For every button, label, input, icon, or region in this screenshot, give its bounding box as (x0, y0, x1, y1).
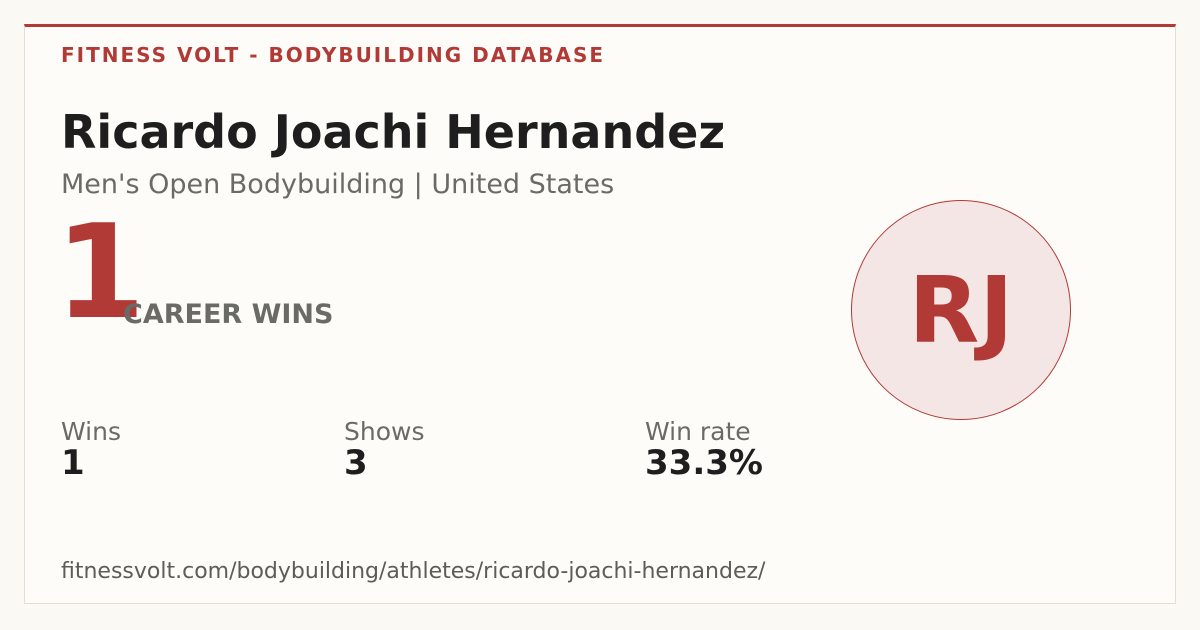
athlete-subtitle: Men's Open Bodybuilding | United States (61, 169, 615, 200)
career-wins-label: CAREER WINS (123, 299, 334, 330)
avatar: RJ (851, 200, 1071, 420)
card: FITNESS VOLT - BODYBUILDING DATABASE Ric… (24, 24, 1176, 604)
stat-value: 3 (344, 443, 368, 483)
stat-label: Shows (344, 417, 425, 446)
stat-value: 33.3% (645, 443, 763, 483)
stat-label: Win rate (645, 417, 751, 446)
career-wins: 1 (55, 196, 145, 348)
athlete-name: Ricardo Joachi Hernandez (61, 105, 726, 159)
site-title: FITNESS VOLT - BODYBUILDING DATABASE (61, 43, 606, 67)
url: fitnessvolt.com/bodybuilding/athletes/ri… (61, 559, 766, 584)
stat: Win rate 33.3% (645, 417, 763, 480)
stat: Shows 3 (344, 417, 424, 480)
initials: RJ (908, 256, 1014, 364)
stat: Wins 1 (61, 417, 121, 480)
stat-value: 1 (61, 443, 85, 483)
stat-label: Wins (61, 417, 121, 446)
